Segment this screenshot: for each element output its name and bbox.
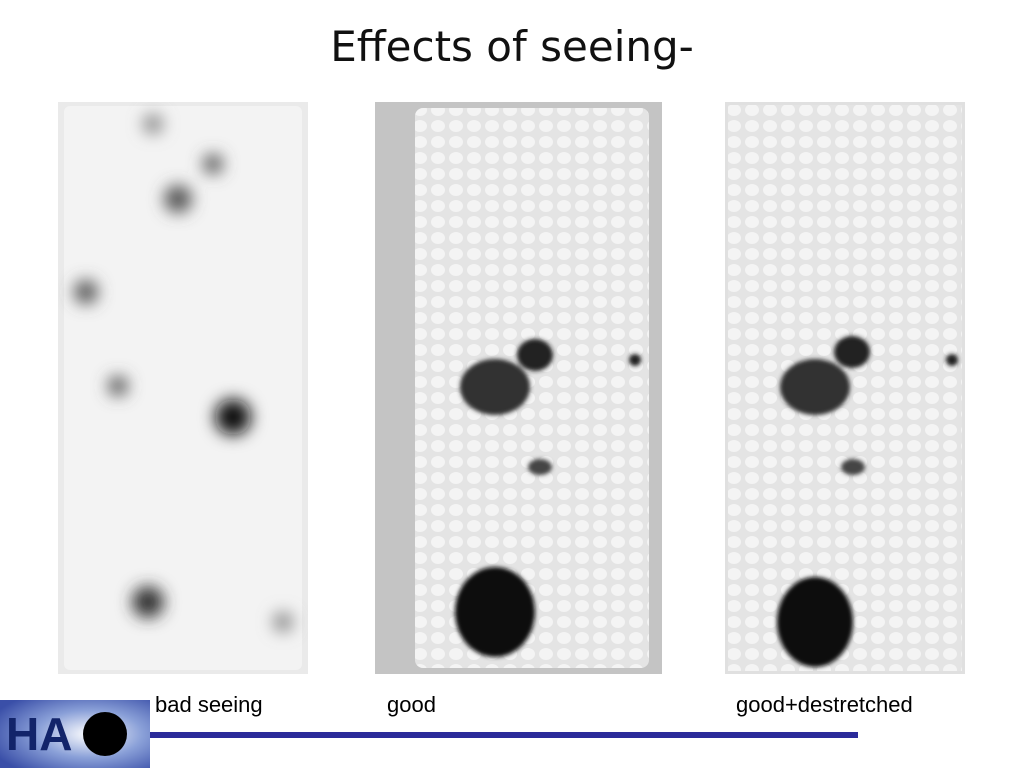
slide-title: Effects of seeing- [330, 22, 694, 71]
image-good [375, 102, 662, 674]
image-bad-seeing [58, 102, 308, 674]
logo-text: HA [6, 708, 72, 760]
image-good-destretched [725, 102, 965, 674]
caption: bad seeing [155, 692, 263, 717]
caption: good+destretched [736, 692, 913, 717]
footer: HA [0, 700, 858, 768]
logo-circle [83, 712, 127, 756]
caption: good [387, 692, 436, 717]
